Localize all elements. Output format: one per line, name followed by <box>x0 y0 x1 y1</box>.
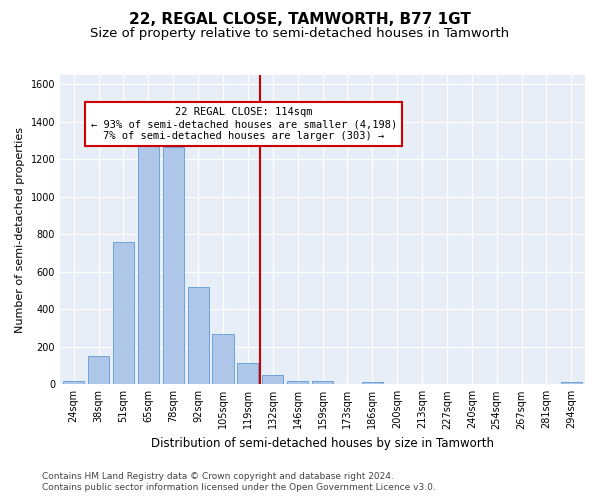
Bar <box>312 380 333 384</box>
Bar <box>287 380 308 384</box>
Text: Size of property relative to semi-detached houses in Tamworth: Size of property relative to semi-detach… <box>91 28 509 40</box>
Text: 22 REGAL CLOSE: 114sqm
← 93% of semi-detached houses are smaller (4,198)
7% of s: 22 REGAL CLOSE: 114sqm ← 93% of semi-det… <box>91 108 397 140</box>
Bar <box>561 382 582 384</box>
Bar <box>262 375 283 384</box>
Bar <box>362 382 383 384</box>
Text: 22, REGAL CLOSE, TAMWORTH, B77 1GT: 22, REGAL CLOSE, TAMWORTH, B77 1GT <box>129 12 471 28</box>
Bar <box>163 147 184 384</box>
Bar <box>88 356 109 384</box>
Bar <box>238 362 259 384</box>
Bar <box>113 242 134 384</box>
Bar <box>138 133 159 384</box>
Y-axis label: Number of semi-detached properties: Number of semi-detached properties <box>15 126 25 332</box>
X-axis label: Distribution of semi-detached houses by size in Tamworth: Distribution of semi-detached houses by … <box>151 437 494 450</box>
Bar <box>63 380 84 384</box>
Text: Contains public sector information licensed under the Open Government Licence v3: Contains public sector information licen… <box>42 484 436 492</box>
Bar <box>188 287 209 384</box>
Text: Contains HM Land Registry data © Crown copyright and database right 2024.: Contains HM Land Registry data © Crown c… <box>42 472 394 481</box>
Bar <box>212 334 233 384</box>
